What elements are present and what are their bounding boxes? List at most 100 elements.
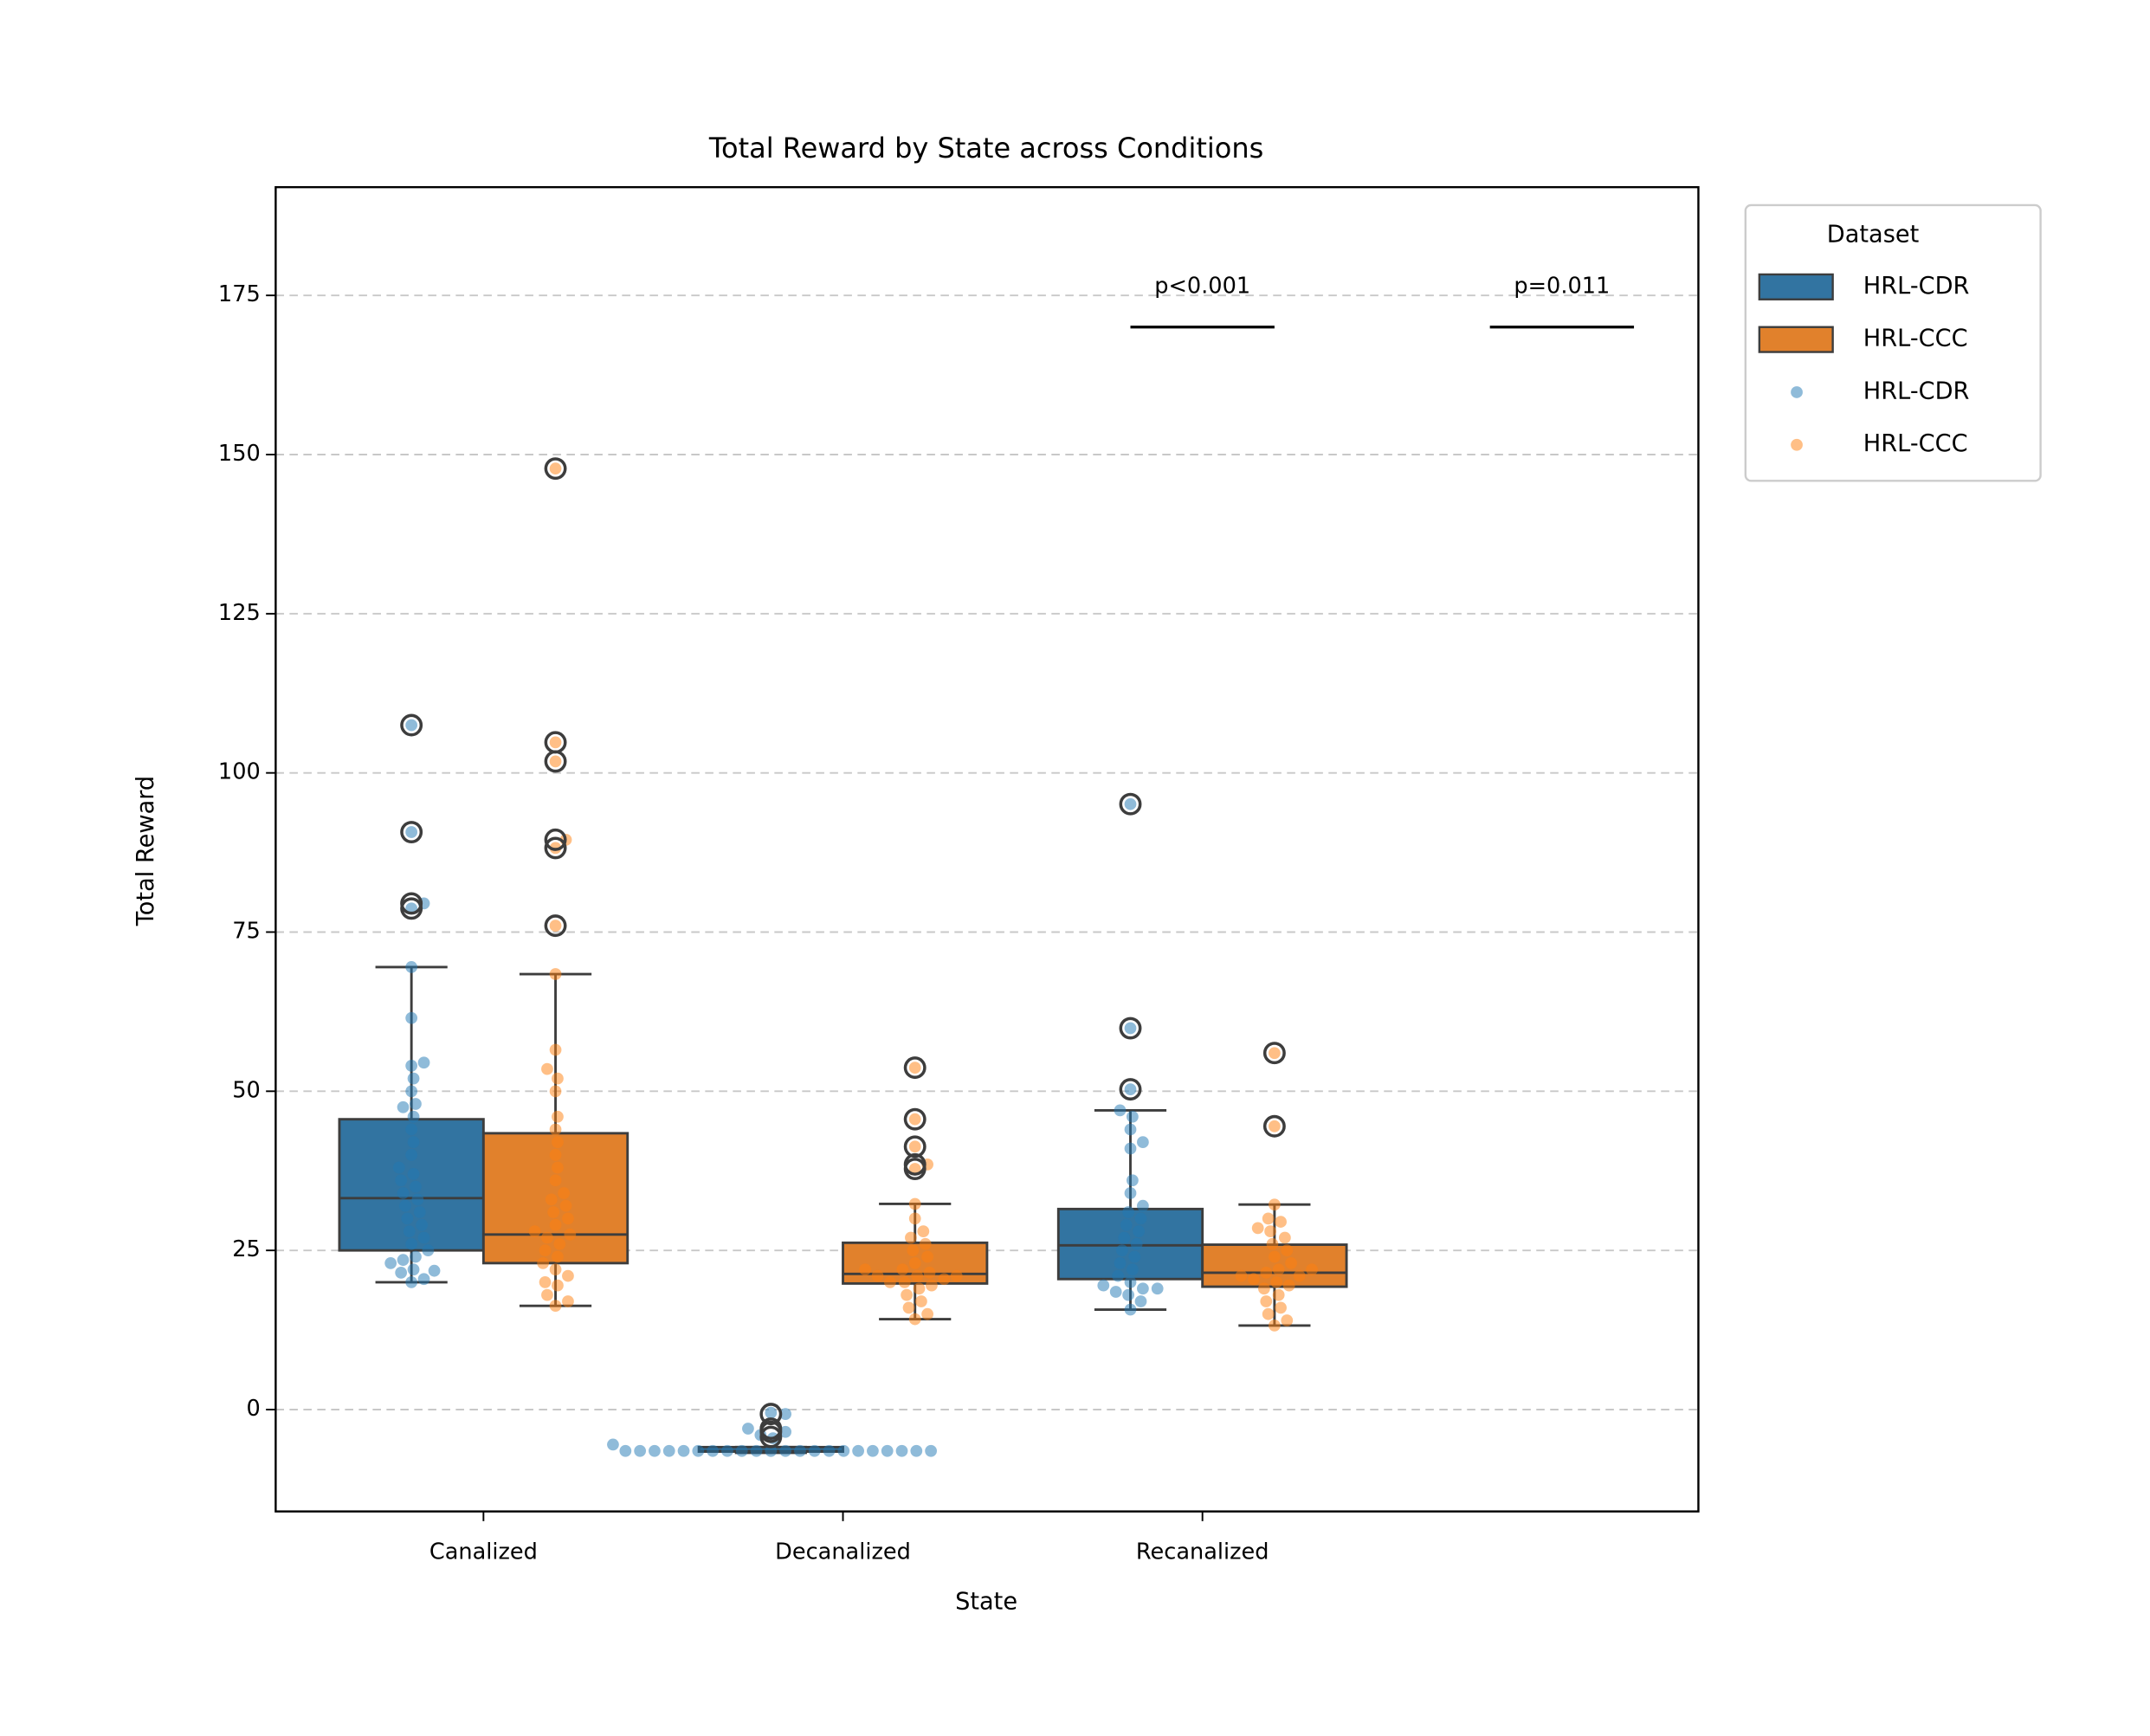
swarm-point xyxy=(1260,1295,1273,1307)
y-tick-label: 75 xyxy=(232,918,261,944)
y-axis-label: Total Reward xyxy=(132,776,159,926)
swarm-point xyxy=(405,719,418,732)
swarm-point xyxy=(607,1438,619,1451)
swarm-point xyxy=(1127,1174,1139,1187)
swarm-point xyxy=(1275,1216,1287,1228)
annotation: p<0.001 xyxy=(1154,273,1250,299)
swarm-point xyxy=(1137,1136,1149,1149)
swarm-point xyxy=(925,1444,937,1457)
swarm-point xyxy=(923,1267,936,1279)
swarm-point xyxy=(405,1276,418,1288)
swarm-point xyxy=(1260,1267,1273,1279)
swarm-point xyxy=(407,1168,420,1180)
swarm-point xyxy=(397,1254,410,1267)
swarm-point xyxy=(549,1300,562,1313)
swarm-point xyxy=(707,1444,720,1457)
swarm-point xyxy=(692,1444,705,1457)
swarm-point xyxy=(908,1313,921,1326)
swarm-point xyxy=(921,1307,933,1320)
swarm-point xyxy=(552,1250,564,1263)
swarm-point xyxy=(765,1406,778,1419)
swarm-point xyxy=(553,1237,566,1250)
x-tick-label: Canalized xyxy=(429,1539,538,1565)
swarm-point xyxy=(901,1288,913,1301)
swarm-point xyxy=(407,1110,420,1123)
swarm-point xyxy=(399,1199,411,1212)
swarm-point xyxy=(549,462,562,475)
legend-label: HRL-CDR xyxy=(1863,378,1970,404)
swarm-point xyxy=(537,1256,550,1269)
swarm-point xyxy=(1116,1244,1128,1257)
outlier xyxy=(544,914,567,938)
swarm-point xyxy=(779,1444,792,1457)
swarm-point xyxy=(1124,1142,1137,1155)
swarm-point xyxy=(1235,1269,1248,1282)
swarm-point xyxy=(1124,1083,1137,1095)
swarm-point xyxy=(384,1256,397,1269)
swarm-point xyxy=(549,1263,562,1276)
swarm-point xyxy=(549,1148,562,1161)
swarm-point xyxy=(395,1174,408,1187)
y-tick-label: 150 xyxy=(218,441,261,467)
swarm-point xyxy=(1275,1301,1287,1314)
swarm-point xyxy=(1269,1198,1281,1211)
swarm-point xyxy=(677,1444,690,1457)
swarm-point xyxy=(397,1100,410,1113)
swarm-point xyxy=(407,1263,420,1276)
swarm-point xyxy=(662,1444,675,1457)
swarm-point xyxy=(552,1279,564,1292)
swarm-point xyxy=(779,1425,792,1438)
outlier xyxy=(1119,1078,1142,1101)
swarm-point xyxy=(750,1444,763,1457)
outlier xyxy=(759,1425,783,1449)
outlier xyxy=(903,1158,927,1180)
swarm-point xyxy=(1124,1303,1137,1316)
swarm-point xyxy=(1120,1218,1133,1231)
y-tick-label: 0 xyxy=(246,1396,260,1422)
outlier xyxy=(903,1107,927,1131)
outlier xyxy=(1119,1016,1142,1040)
swarm-point xyxy=(1133,1225,1145,1237)
swarm-point xyxy=(1114,1256,1127,1269)
swarm-point xyxy=(1269,1250,1281,1263)
swarm-point xyxy=(1114,1104,1127,1117)
swarm-point xyxy=(405,1123,418,1136)
swarm-point xyxy=(410,1250,422,1263)
swarm-point xyxy=(1282,1279,1295,1292)
swarm-point xyxy=(765,1444,778,1457)
outlier xyxy=(903,1135,927,1158)
swarm-point xyxy=(559,1199,572,1212)
swarm-point xyxy=(549,920,562,933)
swarm-point xyxy=(552,1110,564,1123)
swarm-point xyxy=(895,1444,908,1457)
swarm-point xyxy=(649,1444,661,1457)
swarm-point xyxy=(908,1062,921,1074)
swarm-point xyxy=(539,1244,552,1257)
swarm-point xyxy=(950,1269,963,1282)
swarm-point xyxy=(871,1269,884,1282)
plot-frame xyxy=(274,185,1700,1513)
swarm-point xyxy=(735,1444,748,1457)
legend-swatch xyxy=(1758,326,1834,353)
swarm-point xyxy=(549,1174,562,1187)
x-tick-label: Recanalized xyxy=(1136,1539,1269,1565)
swarm-point xyxy=(552,1072,564,1085)
outlier xyxy=(544,836,567,860)
swarm-point xyxy=(392,1161,405,1174)
swarm-point xyxy=(564,1228,577,1241)
swarm-point xyxy=(1306,1263,1318,1276)
swarm-point xyxy=(401,1212,414,1225)
y-tick-label: 125 xyxy=(218,600,261,626)
swarm-point xyxy=(407,1072,420,1085)
swarm-point xyxy=(884,1276,896,1288)
swarm-point xyxy=(1262,1212,1275,1225)
swarm-point xyxy=(915,1295,927,1307)
swarm-point xyxy=(1109,1286,1122,1298)
swarm-point xyxy=(917,1225,930,1237)
swarm-point xyxy=(562,1212,574,1225)
swarm-point xyxy=(549,1123,562,1136)
swarm-point xyxy=(1124,797,1137,810)
swarm-point xyxy=(405,1011,418,1024)
swarm-point xyxy=(908,1163,921,1175)
